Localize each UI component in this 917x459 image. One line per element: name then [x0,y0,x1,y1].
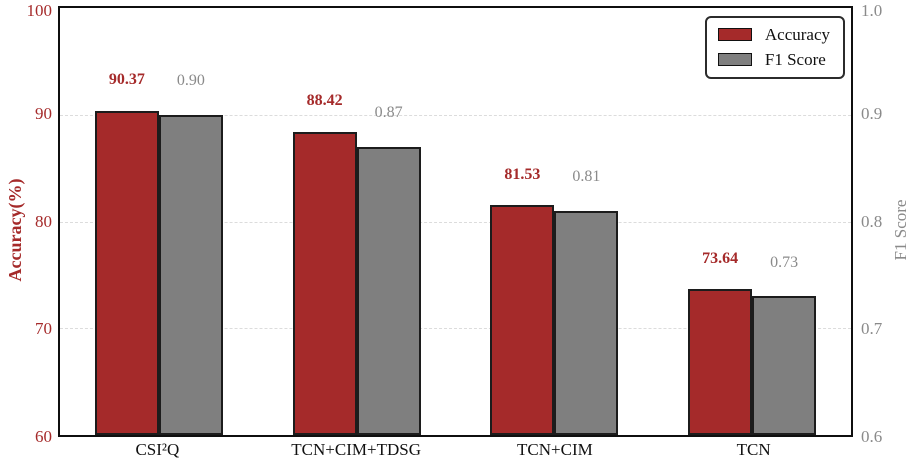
right-axis-tick-label: 0.6 [861,427,883,446]
left-axis-tick-label: 70 [35,319,52,339]
accuracy-bar [94,110,159,435]
bar-group: 88.42 0.87 [258,8,456,435]
f1-score-value-label: 0.73 [770,253,799,271]
right-axis-title: F1 Score [891,199,910,260]
right-axis-tick-label: 0.7 [861,319,883,339]
f1-score-value-label: 0.81 [572,168,601,186]
x-tick-label: TCN+CIM [517,440,593,459]
accuracy-value-label: 73.64 [702,249,739,267]
left-axis-tick-label: 90 [35,103,52,123]
accuracy-swatch [717,28,752,41]
left-axis-tick-label: 80 [35,211,52,231]
plot-area: 90.37 0.90 88.42 0.87 81.53 0.81 73.64 0.73 Acc… [58,6,853,437]
legend-item-label: F1 Score [764,50,826,69]
f1-score-swatch [717,53,752,66]
legend-item: F1 Score [717,50,830,69]
f1-score-bar [158,114,223,435]
left-axis-tick-label: 60 [35,427,52,446]
f1-score-value-label: 0.90 [176,72,205,90]
x-tick-label: TCN+CIM+TDSG [291,440,421,459]
bars-layer: 90.37 0.90 88.42 0.87 81.53 0.81 73.64 0.73 [60,8,851,435]
gridline [60,114,851,116]
accuracy-value-label: 90.37 [108,71,145,89]
legend-item: Accuracy [717,25,830,44]
bar-group: 73.64 0.73 [653,8,851,435]
f1-score-bar [752,296,817,435]
accuracy-bar [490,205,555,435]
accuracy-bar [292,131,357,435]
right-axis-tick-label: 0.8 [861,211,883,231]
grid-layer [60,8,851,435]
x-tick-label: CSI²Q [135,440,180,459]
left-axis-tick-label: 100 [26,1,53,20]
bar-group: 81.53 0.81 [456,8,654,435]
gridline [60,328,851,330]
accuracy-value-label: 88.42 [306,92,343,110]
f1-score-value-label: 0.87 [374,104,403,122]
f1-score-bar [356,146,421,435]
right-axis-tick-label: 1.0 [861,1,883,20]
gridline [60,221,851,223]
legend-item-label: Accuracy [764,25,830,44]
accuracy-value-label: 81.53 [504,165,541,183]
x-tick-label: TCN [736,440,771,459]
f1-score-bar [554,210,619,435]
right-axis-tick-label: 0.9 [861,103,883,123]
left-axis-title: Accuracy(%) [5,178,25,281]
legend: Accuracy F1 Score [704,16,845,79]
bar-group: 90.37 0.90 [60,8,258,435]
accuracy-bar [688,289,753,435]
